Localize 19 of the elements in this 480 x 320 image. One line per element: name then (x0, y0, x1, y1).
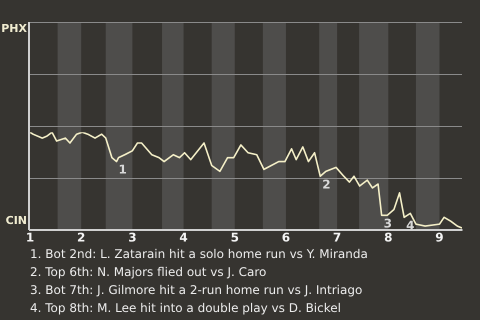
annotation: 2 (322, 177, 331, 192)
annotation: 1 (118, 162, 127, 177)
annotation: 4 (406, 218, 415, 232)
text: PHX (1, 22, 28, 35)
text: 3. Bot 7th: J. Gilmore hit a 2-run home run vs J. Intriago (30, 282, 364, 299)
text: 2. Top 6th: N. Majors flied out vs J. Caro (30, 264, 268, 281)
x-tick-label: 1 (26, 230, 34, 244)
text: 4. Top 8th: M. Lee hit into a double play vs D. Bickel (30, 300, 342, 317)
x-tick-label: 2 (77, 230, 86, 244)
text: CIN (6, 214, 27, 227)
annotation: 3 (384, 216, 392, 230)
x-tick-label: 9 (435, 230, 444, 244)
x-tick-label: 8 (384, 230, 392, 244)
x-tick-label: 4 (179, 230, 188, 244)
x-tick-label: 6 (282, 230, 290, 244)
text: 1. Bot 2nd: L. Zatarain hit a solo home run vs Y. Miranda (30, 246, 368, 263)
x-tick-label: 5 (230, 230, 239, 244)
x-tick-label: 3 (128, 230, 137, 244)
x-tick-label: 7 (332, 230, 342, 244)
